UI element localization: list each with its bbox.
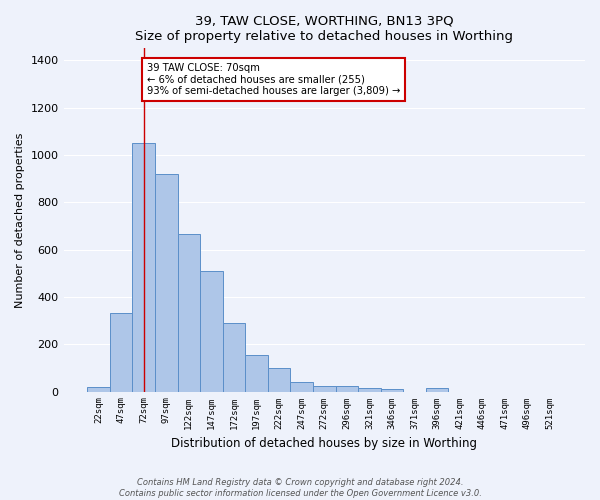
Bar [87,387,110,392]
X-axis label: Distribution of detached houses by size in Worthing: Distribution of detached houses by size … [171,437,477,450]
Bar [155,174,178,392]
Y-axis label: Number of detached properties: Number of detached properties [15,132,25,308]
Bar [290,382,313,392]
Bar [110,312,133,392]
Bar [178,234,200,392]
Bar [335,386,358,392]
Text: 39 TAW CLOSE: 70sqm
← 6% of detached houses are smaller (255)
93% of semi-detach: 39 TAW CLOSE: 70sqm ← 6% of detached hou… [147,62,400,96]
Bar [133,143,155,392]
Title: 39, TAW CLOSE, WORTHING, BN13 3PQ
Size of property relative to detached houses i: 39, TAW CLOSE, WORTHING, BN13 3PQ Size o… [135,15,513,43]
Bar [268,368,290,392]
Bar [245,355,268,392]
Bar [358,388,381,392]
Bar [200,271,223,392]
Bar [381,389,403,392]
Bar [223,324,245,392]
Text: Contains HM Land Registry data © Crown copyright and database right 2024.
Contai: Contains HM Land Registry data © Crown c… [119,478,481,498]
Bar [426,388,448,392]
Bar [313,386,335,392]
